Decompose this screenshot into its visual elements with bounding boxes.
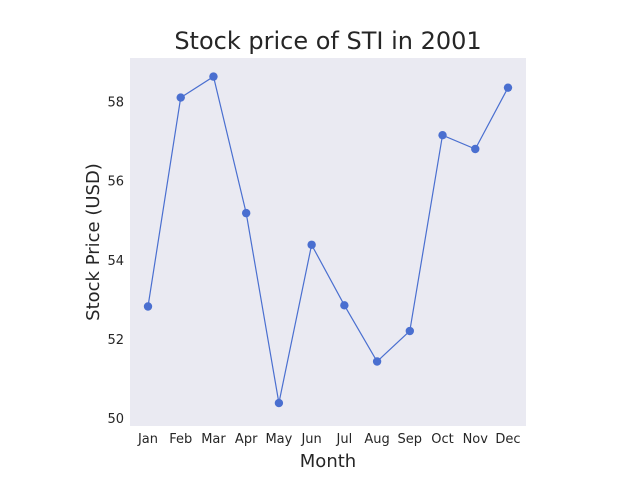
data-point-jul bbox=[340, 301, 349, 310]
data-point-aug bbox=[372, 357, 382, 366]
chart-title: Stock price of STI in 2001 bbox=[174, 27, 481, 55]
x-tick-label-apr: Apr bbox=[235, 432, 258, 447]
x-tick-label-jan: Jan bbox=[137, 432, 158, 447]
data-point-mar bbox=[209, 72, 218, 81]
data-point-oct bbox=[438, 130, 447, 140]
data-point-jun bbox=[307, 240, 316, 249]
y-tick-label-58: 58 bbox=[107, 96, 124, 111]
x-tick-labels: Jan Feb Mar Apr May Jun Jul Aug Sep Oct Nov Dec bbox=[137, 432, 521, 447]
y-tick-label-50: 50 bbox=[107, 412, 124, 427]
y-tick-labels: 50 52 54 56 58 bbox=[107, 96, 124, 428]
data-point-dec bbox=[503, 83, 513, 92]
data-point-nov bbox=[471, 144, 480, 154]
x-axis-label: Month bbox=[300, 451, 356, 472]
data-point-apr bbox=[241, 208, 251, 218]
y-tick-label-54: 54 bbox=[107, 254, 124, 269]
data-point-may bbox=[274, 398, 284, 408]
data-point-jan bbox=[143, 302, 153, 311]
y-tick-label-52: 52 bbox=[107, 333, 124, 348]
y-tick-label-56: 56 bbox=[107, 175, 124, 190]
y-axis-label: Stock Price (USD) bbox=[83, 163, 104, 321]
x-tick-label-oct: Oct bbox=[431, 432, 453, 447]
x-tick-label-aug: Aug bbox=[364, 432, 389, 447]
x-tick-label-mar: Mar bbox=[201, 432, 226, 447]
data-point-sep bbox=[405, 326, 415, 336]
x-tick-label-jun: Jun bbox=[300, 432, 321, 447]
x-tick-label-feb: Feb bbox=[169, 432, 192, 447]
plot-area bbox=[130, 58, 526, 426]
x-tick-label-dec: Dec bbox=[495, 432, 520, 447]
x-tick-label-sep: Sep bbox=[398, 432, 423, 447]
series-layer bbox=[143, 72, 513, 408]
series-line bbox=[147, 75, 509, 404]
x-tick-label-nov: Nov bbox=[463, 432, 489, 447]
data-point-feb bbox=[176, 93, 185, 102]
x-tick-label-jul: Jul bbox=[336, 432, 353, 447]
x-tick-label-may: May bbox=[265, 432, 292, 447]
